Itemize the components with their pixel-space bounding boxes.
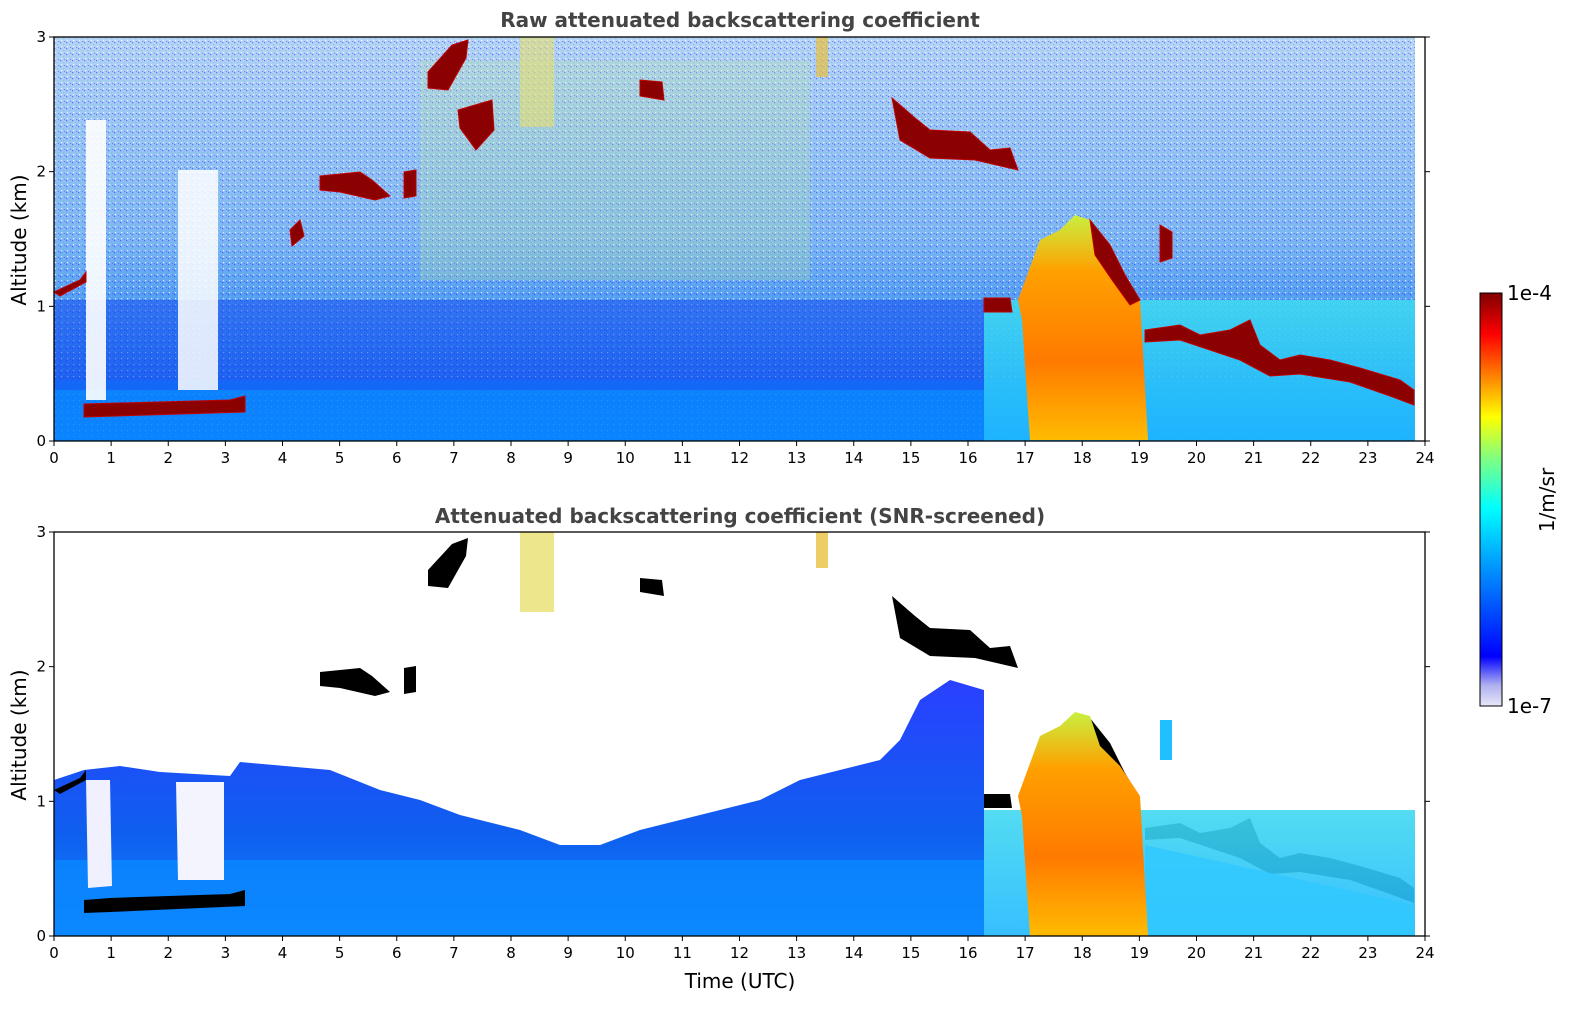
x-tick-label: 6 bbox=[392, 449, 402, 467]
x-tick-label: 20 bbox=[1187, 449, 1206, 467]
x-tick-label: 5 bbox=[335, 449, 345, 467]
panel1-y-axis: 0 1 2 3 bbox=[36, 28, 1430, 450]
panel2-y-axis: 0 1 2 3 bbox=[36, 523, 1430, 945]
x-tick-label: 15 bbox=[901, 449, 920, 467]
x-tick-label: 14 bbox=[844, 449, 863, 467]
colorbar-gradient bbox=[1479, 292, 1503, 707]
panel1-heatmap bbox=[52, 37, 1425, 441]
x-tick-label: 22 bbox=[1301, 944, 1320, 962]
y-tick-label: 0 bbox=[36, 432, 46, 450]
x-tick-label: 23 bbox=[1358, 449, 1377, 467]
x-tick-label: 16 bbox=[958, 944, 977, 962]
x-tick-label: 3 bbox=[221, 449, 231, 467]
x-tick-label: 0 bbox=[49, 944, 59, 962]
x-tick-label: 21 bbox=[1244, 944, 1263, 962]
x-tick-label: 20 bbox=[1187, 944, 1206, 962]
x-tick-label: 10 bbox=[616, 449, 635, 467]
x-tick-label: 4 bbox=[278, 449, 288, 467]
y-tick-label: 3 bbox=[36, 28, 46, 46]
panel2-ylabel: Altitude (km) bbox=[7, 669, 31, 800]
x-tick-label: 2 bbox=[163, 449, 173, 467]
panel2-heatmap bbox=[54, 532, 1425, 936]
x-tick-label: 23 bbox=[1358, 944, 1377, 962]
x-tick-label: 5 bbox=[335, 944, 345, 962]
x-tick-label: 15 bbox=[901, 944, 920, 962]
x-tick-label: 1 bbox=[106, 944, 116, 962]
x-tick-label: 17 bbox=[1016, 449, 1035, 467]
x-tick-label: 4 bbox=[278, 944, 288, 962]
x-tick-label: 19 bbox=[1130, 449, 1149, 467]
x-tick-label: 19 bbox=[1130, 944, 1149, 962]
x-tick-label: 11 bbox=[673, 944, 692, 962]
x-tick-label: 24 bbox=[1415, 449, 1434, 467]
y-tick-label: 2 bbox=[36, 163, 46, 181]
x-tick-label: 13 bbox=[787, 449, 806, 467]
panel1-x-axis: 0 1 2 3 4 5 6 7 8 9 10 11 12 13 14 15 16 17 18 19 20 21 22 23 24 bbox=[49, 441, 1435, 467]
snr-screened-panel: Attenuated backscattering coefficient (S… bbox=[7, 504, 1435, 993]
x-tick-label: 6 bbox=[392, 944, 402, 962]
x-tick-label: 13 bbox=[787, 944, 806, 962]
x-tick-label: 16 bbox=[958, 449, 977, 467]
x-tick-label: 7 bbox=[449, 449, 459, 467]
panel2-title: Attenuated backscattering coefficient (S… bbox=[435, 504, 1045, 528]
x-tick-label: 18 bbox=[1073, 449, 1092, 467]
x-tick-label: 1 bbox=[106, 449, 116, 467]
x-tick-label: 8 bbox=[506, 944, 516, 962]
x-tick-label: 14 bbox=[844, 944, 863, 962]
x-tick-label: 11 bbox=[673, 449, 692, 467]
x-tick-label: 22 bbox=[1301, 449, 1320, 467]
y-tick-label: 1 bbox=[36, 792, 46, 810]
panel1-title: Raw attenuated backscattering coefficien… bbox=[500, 8, 980, 32]
x-tick-label: 12 bbox=[730, 944, 749, 962]
x-tick-label: 0 bbox=[49, 449, 59, 467]
x-tick-label: 18 bbox=[1073, 944, 1092, 962]
x-tick-label: 9 bbox=[563, 449, 573, 467]
x-tick-label: 12 bbox=[730, 449, 749, 467]
colorbar-max-label: 1e-4 bbox=[1507, 281, 1552, 305]
y-tick-label: 0 bbox=[36, 927, 46, 945]
panel1-ylabel: Altitude (km) bbox=[7, 174, 31, 305]
x-tick-label: 8 bbox=[506, 449, 516, 467]
x-tick-label: 7 bbox=[449, 944, 459, 962]
x-tick-label: 17 bbox=[1016, 944, 1035, 962]
y-tick-label: 3 bbox=[36, 523, 46, 541]
x-tick-label: 3 bbox=[221, 944, 231, 962]
x-tick-label: 21 bbox=[1244, 449, 1263, 467]
x-tick-label: 10 bbox=[616, 944, 635, 962]
colorbar-min-label: 1e-7 bbox=[1507, 694, 1552, 718]
raw-backscatter-panel: Raw attenuated backscattering coefficien… bbox=[7, 8, 1435, 467]
panel2-xlabel: Time (UTC) bbox=[684, 969, 796, 993]
colorbar-label: 1/m/sr bbox=[1535, 467, 1559, 532]
x-tick-label: 2 bbox=[163, 944, 173, 962]
panel2-x-axis: 0 1 2 3 4 5 6 7 8 9 10 11 12 13 14 15 16 17 18 19 20 21 22 23 24 bbox=[49, 936, 1435, 962]
y-tick-label: 2 bbox=[36, 658, 46, 676]
x-tick-label: 9 bbox=[563, 944, 573, 962]
colorbar: 1e-4 1e-7 1/m/sr bbox=[1479, 281, 1559, 718]
y-tick-label: 1 bbox=[36, 297, 46, 315]
x-tick-label: 24 bbox=[1415, 944, 1434, 962]
